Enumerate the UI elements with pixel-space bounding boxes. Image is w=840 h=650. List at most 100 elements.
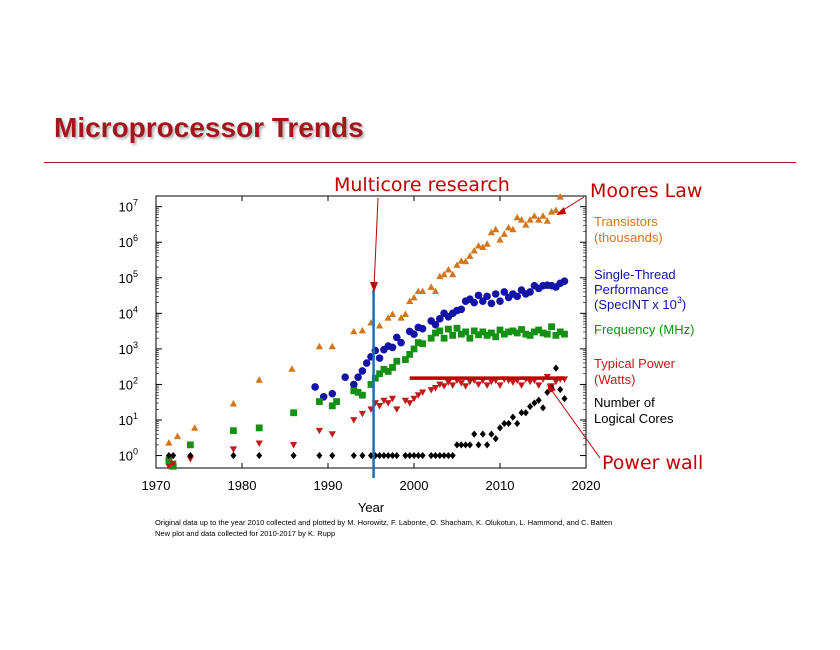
frequency-mhz-point [513,329,521,337]
number-of-logical-cores-point [411,451,417,460]
number-of-logical-cores-point [557,385,564,394]
typical-power-watts-point [517,382,526,389]
typical-power-watts-point [388,395,397,403]
frequency-mhz-point [328,402,336,410]
transistors-point [397,314,405,321]
frequency-mhz-point [470,327,478,335]
frequency-mhz-point [367,381,375,388]
single-thread-performance-point [350,380,358,389]
frequency-mhz-point [389,364,396,371]
frequency-mhz-point [402,356,409,363]
legend-4-line-2: (Watts) [594,372,635,387]
typical-power-watts-point [328,431,336,438]
typical-power-watts-point [255,440,263,447]
typical-power-watts-point [401,397,409,405]
number-of-logical-cores-point [535,396,542,404]
x-tick-label: 1970 [142,478,171,493]
number-of-logical-cores-point [479,430,486,438]
y-tick-label: 100 [119,447,138,464]
transistors-point [419,287,427,295]
single-thread-performance-point [393,333,401,342]
frequency-mhz-point [505,328,512,336]
number-of-logical-cores-point [454,441,460,449]
number-of-logical-cores-point [514,419,521,428]
moores-law-callout: Moores Law [590,180,702,202]
typical-power-watts-point [414,392,422,399]
transistors-point [539,212,547,219]
transistors-point [388,310,397,318]
y-tick-label: 106 [119,233,138,250]
transistors-point [526,216,534,223]
number-of-logical-cores-point [484,441,491,449]
frequency-mhz-point [475,331,482,339]
y-tick-label: 102 [119,375,138,392]
number-of-logical-cores-point [445,451,452,460]
transistors-point [191,424,199,431]
legend-4-line-1: Typical Power [594,356,676,371]
single-thread-performance-point [375,354,384,362]
typical-power-watts-point [466,378,474,386]
transistors-point [483,240,491,247]
frequency-mhz-point [380,365,388,373]
typical-power-watts-point [315,427,323,435]
x-axis-label: Year [358,500,385,515]
legend-3-line-1: Frequency (MHz) [594,322,694,337]
transistors-point [328,342,336,350]
frequency-mhz-point [290,409,297,417]
power-wall-arrow [549,387,601,459]
transistors-point [462,257,470,265]
y-tick-label: 105 [119,269,138,286]
number-of-logical-cores-point [165,451,172,460]
transistors-point [487,228,495,236]
legend-1-line-1: Transistors [594,214,658,229]
frequency-mhz-point [526,331,534,339]
single-thread-performance-point [491,290,500,298]
credit-line-2: New plot and data collected for 2010-201… [155,529,335,538]
transistors-point [376,322,384,329]
legend-2-line-2: Performance [594,282,668,297]
multicore-arrow [373,197,379,289]
number-of-logical-cores-point [393,451,400,460]
single-thread-performance-point [341,373,350,381]
frequency-mhz-point [539,329,547,337]
transistors-point [173,432,182,440]
number-of-logical-cores-point [290,451,297,460]
transistors-point [543,217,551,224]
transistors-point [535,216,543,223]
frequency-mhz-point [556,328,564,336]
transistors-point [315,342,323,350]
number-of-logical-cores-point [376,451,383,460]
frequency-mhz-point [457,330,465,338]
legend-2-line-3: (SpecINT x 103) [594,295,686,312]
single-thread-performance-point [496,297,504,305]
number-of-logical-cores-point [501,419,508,428]
frequency-mhz-point [165,456,173,464]
single-thread-performance-point [362,359,371,367]
number-of-logical-cores-point [509,413,516,421]
number-of-logical-cores-point [359,451,366,460]
number-of-logical-cores-point [415,451,422,460]
frequency-mhz-point [483,331,491,339]
typical-power-watts-point [474,381,483,389]
x-tick-label: 1990 [314,478,343,493]
transistors-point [530,212,538,219]
frequency-mhz-point [488,329,495,337]
frequency-mhz-point [492,333,500,341]
number-of-logical-cores-point [458,441,465,449]
typical-power-watts-point [376,402,384,410]
transistors-point [556,193,564,200]
transistors-point [509,225,517,233]
legend-5-line-2: Logical Cores [594,411,674,426]
typical-power-watts-point [535,382,543,389]
number-of-logical-cores-point [419,451,426,460]
number-of-logical-cores-point [462,441,469,449]
slide-title: Microprocessor Trends [54,112,364,143]
number-of-logical-cores-point [436,451,443,460]
transistors-point [358,326,366,334]
single-thread-performance-point [397,338,405,347]
x-tick-label: 2010 [486,478,515,493]
frequency-mhz-point [535,326,543,334]
number-of-logical-cores-point [187,451,194,460]
number-of-logical-cores-point [350,451,357,460]
single-thread-performance-point [474,291,483,300]
